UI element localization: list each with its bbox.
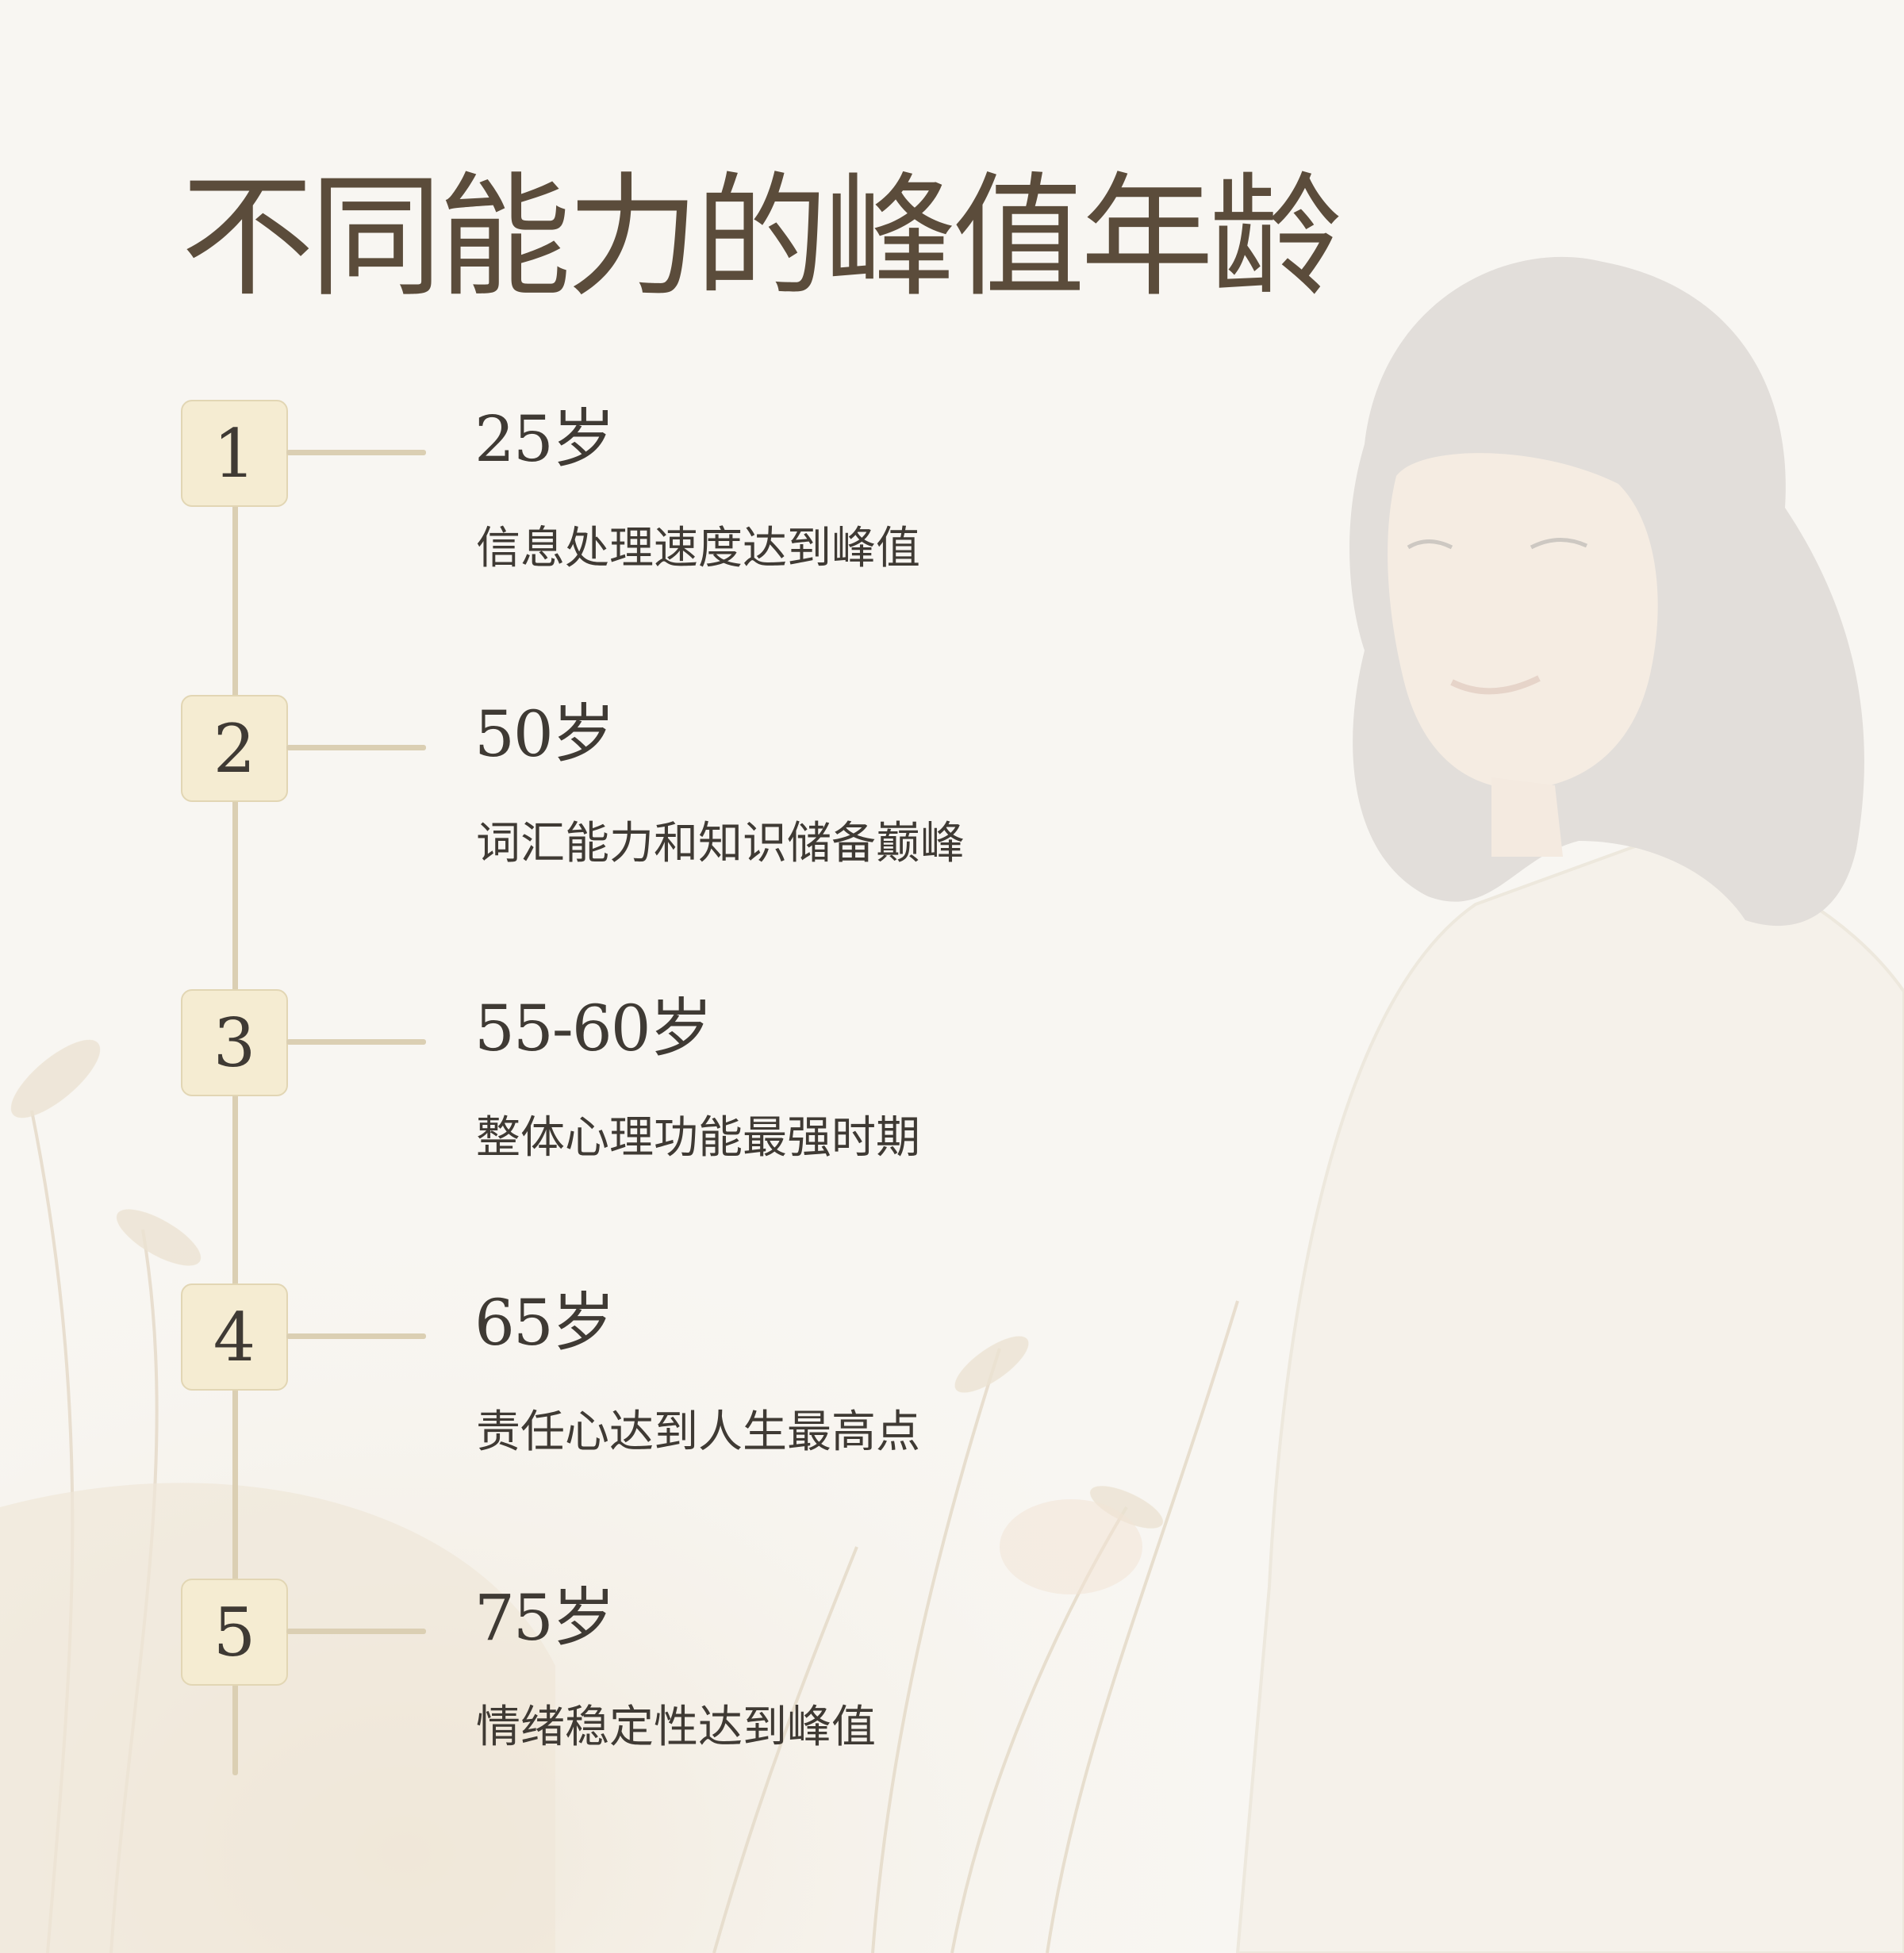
step-number-badge: 2 [181, 695, 288, 802]
step-age: 25岁 [474, 402, 616, 476]
page-title: 不同能力的峰值年龄 [181, 159, 1342, 315]
timeline-step-2: 2 50岁 词汇能力和知识储备巅峰 [0, 695, 1111, 949]
step-description: 信息处理速度达到峰值 [476, 523, 920, 574]
step-number-badge: 1 [181, 400, 288, 507]
timeline-step-4: 4 65岁 责任心达到人生最高点 [0, 1283, 1111, 1537]
step-number-badge: 4 [181, 1283, 288, 1391]
timeline-step-3: 3 55-60岁 整体心理功能最强时期 [0, 989, 1111, 1243]
hill-shape [0, 1483, 555, 1953]
step-description: 整体心理功能最强时期 [476, 1112, 920, 1164]
step-number-badge: 3 [181, 989, 288, 1096]
woman-illustration [1000, 256, 1904, 1953]
step-description: 词汇能力和知识储备巅峰 [476, 818, 965, 869]
leaf-decoration [10, 1039, 1163, 1529]
step-connector [286, 450, 426, 455]
step-connector [286, 1333, 426, 1339]
timeline-step-1: 1 25岁 信息处理速度达到峰值 [0, 400, 1111, 654]
step-connector [286, 1629, 426, 1634]
step-age: 50岁 [474, 697, 616, 771]
timeline-step-5: 5 75岁 情绪稳定性达到峰值 [0, 1579, 1111, 1832]
step-age: 65岁 [474, 1286, 616, 1360]
timeline-line [232, 444, 238, 1775]
step-connector [286, 1039, 426, 1045]
step-description: 情绪稳定性达到峰值 [476, 1702, 876, 1753]
step-age: 75岁 [474, 1581, 616, 1655]
step-number-badge: 5 [181, 1579, 288, 1686]
step-connector [286, 745, 426, 750]
step-description: 责任心达到人生最高点 [476, 1406, 920, 1458]
step-age: 55-60岁 [474, 992, 713, 1065]
